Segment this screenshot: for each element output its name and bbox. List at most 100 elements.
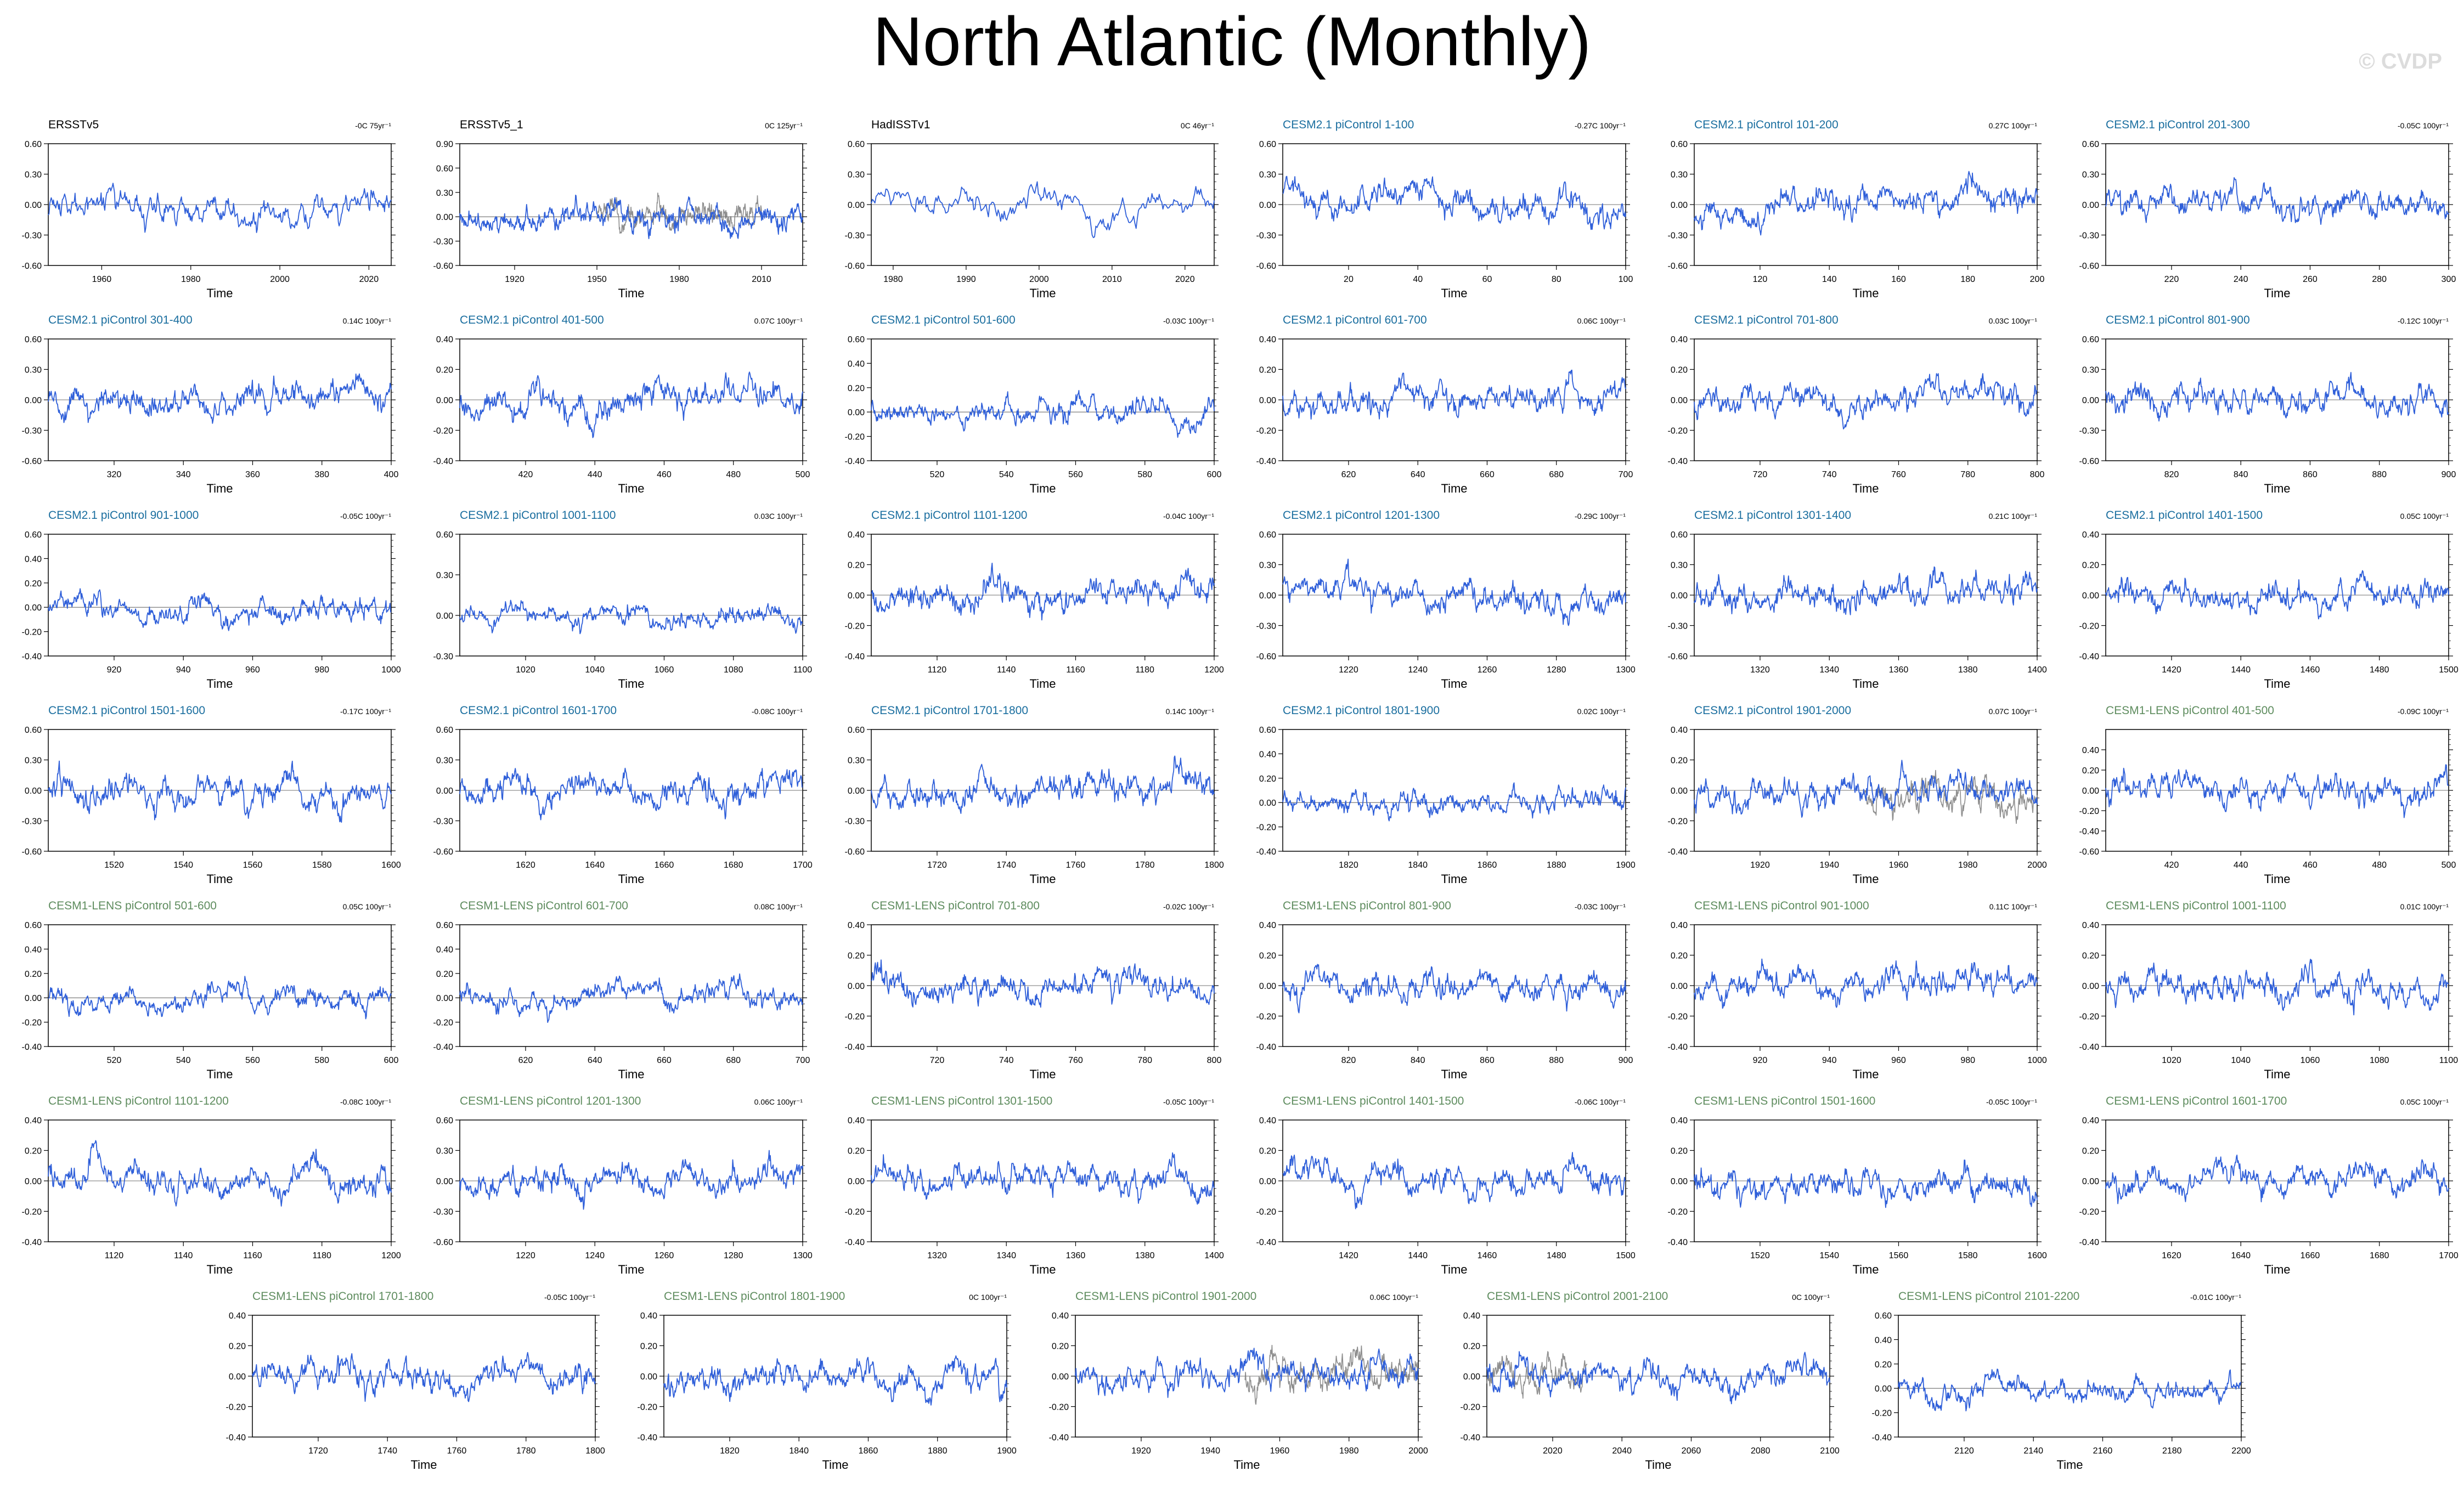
series-line [1694,760,2038,818]
series-line [2105,570,2449,620]
x-tick-label: 420 [518,470,533,479]
x-tick-label: 220 [2164,275,2179,284]
x-tick-label: 1540 [1819,1251,1839,1260]
x-axis-label: Time [206,677,233,691]
y-tick-label: -0.40 [1256,847,1277,857]
x-tick-label: 1840 [789,1446,809,1456]
y-tick-label: -0.40 [638,1433,658,1443]
series-line [459,767,803,821]
series-line [48,183,392,233]
x-tick-label: 560 [245,1056,260,1065]
panel-25: CESM1-LENS piControl 501-600 0.05C 100yr⁻… [22,900,399,1081]
x-tick-label: 120 [1753,275,1768,284]
panel-title: CESM1-LENS piControl 1701-1800 [252,1290,433,1303]
y-tick-label: 0.00 [2082,982,2099,991]
y-tick-label: 0.40 [1875,1336,1892,1345]
series-line [1282,369,1626,420]
panel-trend: 0.11C 100yr⁻¹ [1989,902,2038,911]
x-tick-label: 2020 [1175,275,1195,284]
x-tick-label: 1940 [1200,1446,1220,1456]
y-tick-label: 0.00 [1671,787,1688,796]
panel-21: CESM2.1 piControl 1701-1800 0.14C 100yr⁻¹… [845,704,1224,886]
x-tick-label: 100 [1619,275,1633,284]
y-tick-label: -0.40 [845,652,865,661]
panel-19: CESM2.1 piControl 1501-1600 -0.17C 100yr⁻… [22,704,401,886]
y-tick-label: 0.40 [1259,921,1276,930]
x-tick-label: 460 [657,470,672,479]
y-tick-label: -0.60 [1668,652,1688,661]
x-axis-label: Time [206,1263,233,1276]
x-axis-label: Time [618,1067,644,1081]
panel-trend: -0.04C 100yr⁻¹ [1163,512,1214,521]
x-tick-label: 1200 [381,1251,401,1260]
y-tick-label: 0.40 [25,1116,42,1125]
x-tick-label: 620 [518,1056,533,1065]
y-tick-label: -0.40 [1668,847,1688,857]
series-line [2105,177,2449,225]
x-tick-label: 1500 [1616,1251,1636,1260]
y-tick-label: 0.30 [436,189,453,198]
y-tick-label: 0.00 [1671,201,1688,210]
x-tick-label: 280 [2372,275,2387,284]
y-tick-label: 0.30 [436,756,453,766]
y-tick-label: 0.60 [1259,530,1276,540]
x-tick-label: 800 [2030,470,2045,479]
x-axis-label: Time [618,677,644,691]
y-tick-label: 0.00 [1259,591,1276,601]
x-tick-label: 1420 [2162,665,2181,675]
panel-title: CESM2.1 piControl 1501-1600 [48,704,205,717]
y-tick-label: -0.60 [845,847,865,857]
x-tick-label: 1340 [1819,665,1839,675]
y-tick-label: 0.60 [2082,140,2099,149]
y-tick-label: 0.20 [2082,766,2099,776]
y-tick-label: 0.60 [25,335,42,344]
panel-title: CESM2.1 piControl 701-800 [1694,314,1839,326]
y-tick-label: -0.30 [433,817,454,827]
y-tick-label: 0.20 [25,1147,42,1156]
y-tick-label: 0.40 [2082,530,2099,540]
x-tick-label: 1460 [2301,665,2320,675]
y-tick-label: 0.60 [25,530,42,540]
panel-title: CESM1-LENS piControl 1601-1700 [2106,1095,2287,1107]
x-tick-label: 1380 [1135,1251,1155,1260]
x-axis-label: Time [1852,872,1879,886]
x-tick-label: 900 [1619,1056,1633,1065]
x-tick-label: 320 [107,470,122,479]
x-tick-label: 1400 [1204,1251,1224,1260]
y-tick-label: 0.60 [2082,335,2099,344]
x-tick-label: 1940 [1819,861,1839,870]
panel-title: CESM2.1 piControl 1401-1500 [2106,509,2263,522]
x-tick-label: 1950 [587,275,607,284]
panel-28: CESM1-LENS piControl 801-900 -0.03C 100yr… [1256,900,1633,1081]
x-tick-label: 1140 [997,665,1016,675]
series-line [871,755,1215,814]
x-tick-label: 1040 [2231,1056,2251,1065]
x-tick-label: 1200 [1204,665,1224,675]
x-tick-label: 1920 [1750,861,1770,870]
panel-title: CESM1-LENS piControl 601-700 [460,900,628,912]
series-line [871,390,1215,438]
panel-trend: -0.08C 100yr⁻¹ [340,1098,391,1106]
panel-37: CESM1-LENS piControl 1701-1800 -0.05C 100… [226,1290,605,1472]
x-tick-label: 940 [1822,1056,1837,1065]
y-tick-label: 0.60 [25,140,42,149]
x-tick-label: 1660 [655,861,674,870]
series-line [2105,1155,2449,1204]
series-line [459,973,803,1023]
x-tick-label: 1780 [1135,861,1155,870]
x-tick-label: 1720 [927,861,947,870]
x-tick-label: 1700 [2439,1251,2459,1260]
panel-trend: -0.27C 100yr⁻¹ [1575,121,1626,130]
x-tick-label: 980 [314,665,329,675]
panel-title: CESM1-LENS piControl 2101-2200 [1898,1290,2079,1303]
x-tick-label: 1100 [2439,1056,2459,1065]
panel-trend: -0.17C 100yr⁻¹ [340,707,391,716]
panel-title: HadISSTv1 [871,118,930,131]
x-tick-label: 160 [1891,275,1906,284]
y-tick-label: -0.20 [845,1208,865,1217]
x-tick-label: 1820 [720,1446,740,1456]
y-tick-label: 0.20 [436,366,453,375]
x-tick-label: 60 [1482,275,1492,284]
x-tick-label: 1980 [1958,861,1978,870]
y-tick-label: -0.40 [1461,1433,1481,1443]
